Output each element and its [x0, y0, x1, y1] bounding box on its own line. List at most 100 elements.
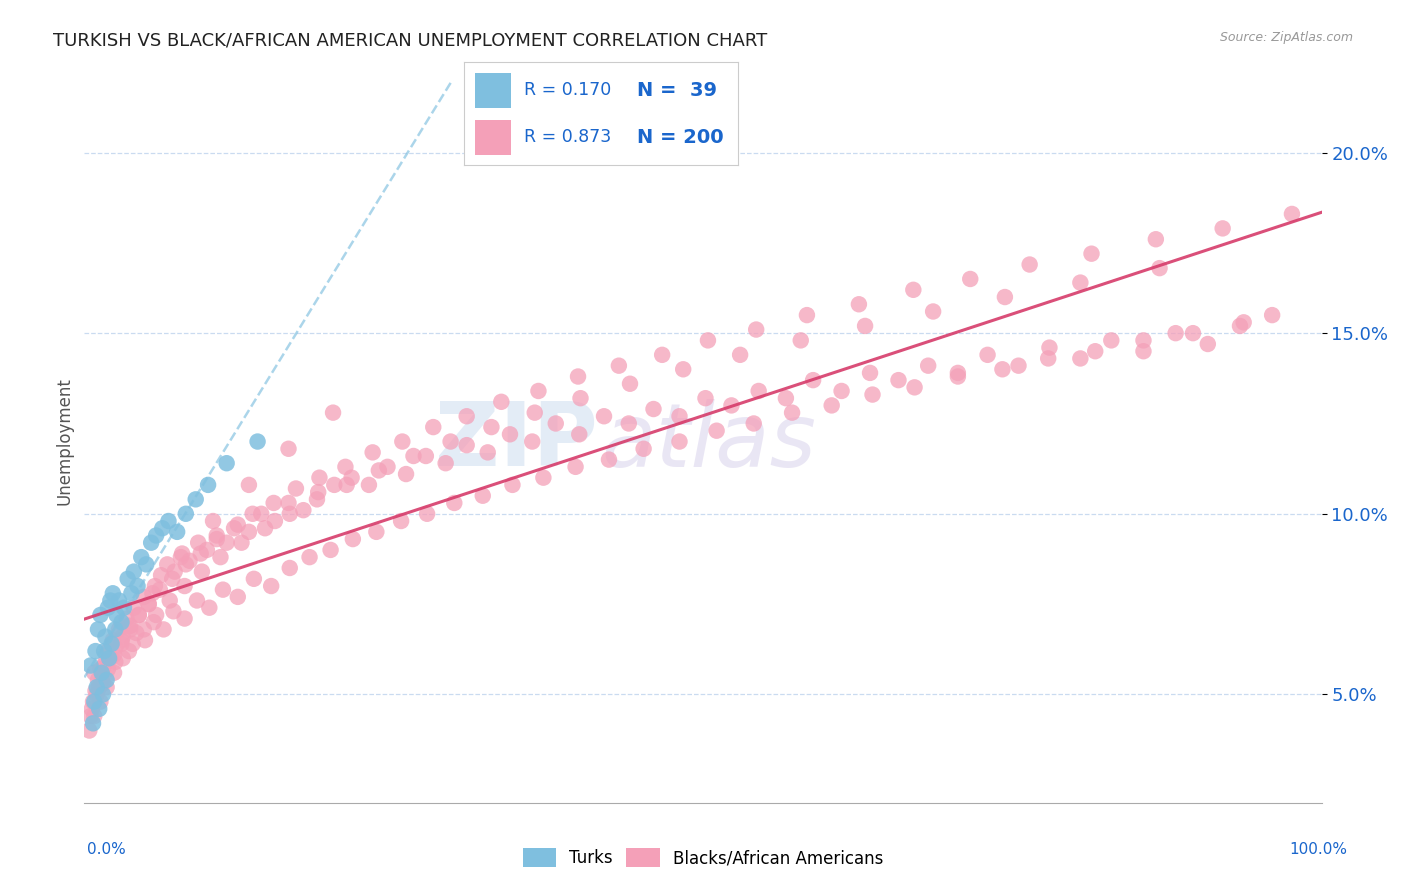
Point: [197, 478, 219, 492]
Legend: Turks, Blacks/African Americans: Turks, Blacks/African Americans: [516, 841, 890, 874]
Point: [831, 384, 853, 398]
Point: [568, 427, 591, 442]
Point: [104, 655, 127, 669]
Point: [94, 655, 117, 669]
Point: [242, 507, 264, 521]
Point: [307, 485, 329, 500]
Point: [125, 626, 148, 640]
Point: [101, 633, 124, 648]
Point: [215, 535, 238, 549]
Point: [156, 558, 179, 572]
Point: [361, 445, 384, 459]
Point: [142, 615, 165, 630]
Point: [1229, 318, 1251, 333]
Point: [94, 630, 117, 644]
Point: [1069, 276, 1091, 290]
Point: [336, 478, 359, 492]
Point: [145, 607, 167, 622]
Point: [481, 420, 503, 434]
Point: [98, 593, 121, 607]
Point: [111, 630, 134, 644]
Point: [118, 644, 141, 658]
Point: [100, 637, 122, 651]
Point: [122, 565, 145, 579]
Point: [243, 572, 266, 586]
Point: [174, 507, 197, 521]
Point: [264, 514, 287, 528]
Point: [1164, 326, 1187, 341]
Point: [277, 496, 299, 510]
Text: TURKISH VS BLACK/AFRICAN AMERICAN UNEMPLOYMENT CORRELATION CHART: TURKISH VS BLACK/AFRICAN AMERICAN UNEMPL…: [53, 31, 768, 49]
Point: [780, 406, 803, 420]
Point: [190, 547, 212, 561]
Point: [946, 366, 969, 380]
Point: [395, 467, 418, 481]
Point: [83, 709, 105, 723]
Point: [366, 524, 388, 539]
Point: [101, 586, 124, 600]
Point: [391, 434, 413, 449]
Point: [593, 409, 616, 424]
Point: [278, 507, 301, 521]
Point: [173, 579, 195, 593]
Point: [97, 600, 120, 615]
Text: 0.0%: 0.0%: [87, 842, 127, 856]
Point: [91, 687, 114, 701]
Point: [174, 558, 197, 572]
Point: [1007, 359, 1029, 373]
Point: [87, 623, 110, 637]
Text: R = 0.873: R = 0.873: [524, 128, 612, 146]
Point: [340, 471, 363, 485]
Point: [152, 623, 174, 637]
Point: [120, 619, 142, 633]
Point: [226, 517, 249, 532]
Point: [84, 683, 107, 698]
Point: [80, 702, 103, 716]
Point: [651, 348, 673, 362]
Point: [619, 376, 641, 391]
Point: [117, 572, 139, 586]
Point: [278, 561, 301, 575]
Point: [163, 565, 186, 579]
Point: [157, 514, 180, 528]
Point: [173, 611, 195, 625]
Point: [110, 637, 132, 651]
Point: [150, 521, 173, 535]
Point: [903, 380, 925, 394]
Point: [166, 524, 188, 539]
Point: [697, 334, 720, 348]
Point: [91, 676, 114, 690]
Text: R = 0.170: R = 0.170: [524, 81, 612, 99]
Point: [108, 593, 131, 607]
Point: [97, 644, 120, 658]
Bar: [475, 120, 510, 155]
Point: [790, 334, 813, 348]
Point: [250, 507, 273, 521]
Point: [120, 586, 142, 600]
Point: [205, 528, 228, 542]
Text: N =  39: N = 39: [637, 80, 717, 100]
Point: [456, 409, 478, 424]
Point: [567, 369, 589, 384]
Point: [456, 438, 478, 452]
Point: [79, 658, 101, 673]
Point: [319, 542, 342, 557]
Point: [238, 478, 260, 492]
Point: [98, 651, 121, 665]
Point: [720, 398, 742, 412]
Point: [209, 550, 232, 565]
Point: [108, 623, 131, 637]
Point: [205, 532, 228, 546]
Point: [86, 687, 108, 701]
Point: [742, 417, 765, 431]
Point: [253, 521, 276, 535]
Point: [959, 272, 981, 286]
Text: N = 200: N = 200: [637, 128, 723, 147]
Point: [1069, 351, 1091, 366]
Point: [79, 709, 101, 723]
Point: [79, 723, 101, 738]
Point: [1080, 246, 1102, 260]
Point: [801, 373, 824, 387]
Point: [132, 590, 155, 604]
Point: [1233, 315, 1256, 329]
